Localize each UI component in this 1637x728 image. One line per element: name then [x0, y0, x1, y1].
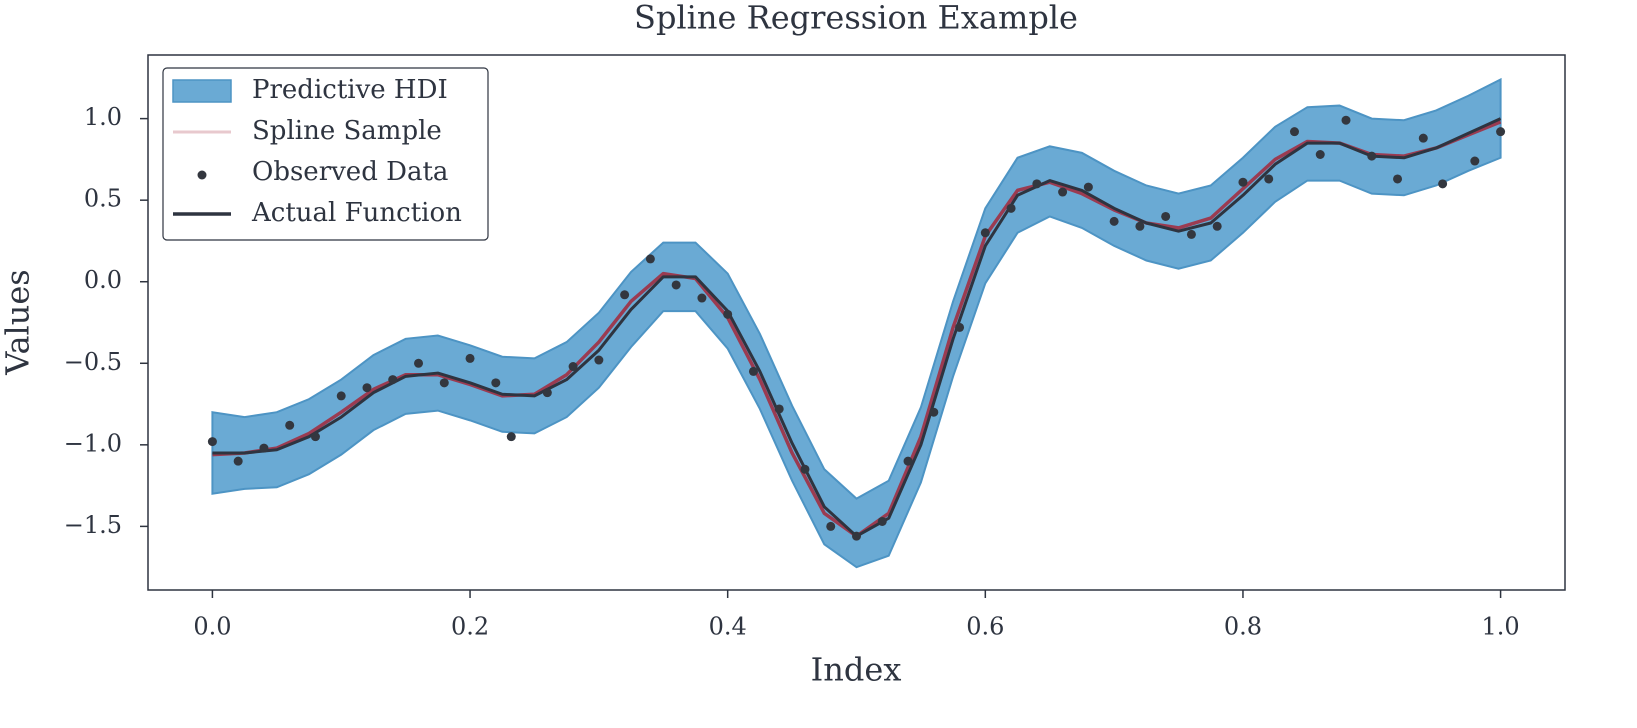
data-point [826, 521, 836, 531]
data-point [594, 355, 604, 365]
data-point [542, 388, 552, 398]
data-point [955, 322, 965, 332]
x-tick-label: 0.4 [709, 613, 747, 641]
y-tick-label: −1.0 [64, 429, 122, 457]
data-point [1393, 174, 1403, 184]
data-point [491, 378, 501, 388]
data-point [1470, 156, 1480, 166]
data-point [506, 432, 516, 442]
x-tick-label: 1.0 [1482, 613, 1520, 641]
data-point [903, 456, 913, 466]
legend-label: Actual Function [251, 198, 462, 228]
data-point [1083, 182, 1093, 192]
data-point [1367, 151, 1377, 161]
y-tick-label: −1.5 [64, 511, 122, 539]
data-point [748, 366, 758, 376]
x-tick-label: 0.2 [451, 613, 489, 641]
data-point [233, 456, 243, 466]
data-point [774, 404, 784, 414]
data-point [285, 420, 295, 430]
data-point [1109, 216, 1119, 226]
data-point [310, 432, 320, 442]
legend-swatch [172, 79, 232, 103]
legend-label: Spline Sample [252, 116, 442, 146]
data-point [1006, 203, 1016, 213]
x-tick-label: 0.0 [193, 613, 231, 641]
data-point [1264, 174, 1274, 184]
data-point [259, 443, 269, 453]
data-point [877, 516, 887, 526]
legend-label: Predictive HDI [252, 75, 448, 105]
legend-box [162, 67, 489, 241]
data-point [1496, 127, 1506, 137]
data-point [362, 383, 372, 393]
data-point [929, 407, 939, 417]
legend-swatch [197, 170, 207, 180]
data-point [207, 437, 217, 447]
data-point [645, 254, 655, 264]
x-tick-label: 0.6 [966, 613, 1004, 641]
x-axis-label: Index [811, 651, 902, 689]
data-point [414, 358, 424, 368]
data-point [1289, 127, 1299, 137]
data-point [697, 293, 707, 303]
y-axis-label: Values [0, 269, 37, 375]
chart-title: Spline Regression Example [634, 0, 1078, 37]
data-point [336, 391, 346, 401]
data-point [723, 309, 733, 319]
data-point [1238, 177, 1248, 187]
data-point [1058, 187, 1068, 197]
y-tick-label: 0.0 [84, 266, 122, 294]
data-point [980, 228, 990, 238]
plot-frame [147, 54, 1566, 591]
y-tick-label: 0.5 [84, 185, 122, 213]
data-point [1315, 149, 1325, 159]
data-point [671, 280, 681, 290]
data-point [388, 375, 398, 385]
data-point [620, 290, 630, 300]
y-tick-label: −0.5 [64, 348, 122, 376]
legend-label: Observed Data [252, 157, 448, 187]
data-point [1135, 221, 1145, 231]
hdi-band [211, 77, 1502, 569]
y-tick-label: 1.0 [84, 103, 122, 131]
data-point [1032, 179, 1042, 189]
data-point [439, 378, 449, 388]
data-point [852, 531, 861, 541]
data-point [465, 353, 475, 363]
data-point [800, 464, 810, 474]
data-point [1186, 229, 1196, 239]
data-point [1341, 115, 1351, 125]
data-point [1418, 133, 1428, 143]
data-point [568, 362, 578, 372]
data-point [1212, 221, 1222, 231]
legend: Predictive HDI Spline Sample Observed Data… [162, 67, 489, 241]
x-tick-label: 0.8 [1224, 613, 1262, 641]
data-point [1438, 179, 1448, 189]
data-point [1161, 211, 1171, 221]
